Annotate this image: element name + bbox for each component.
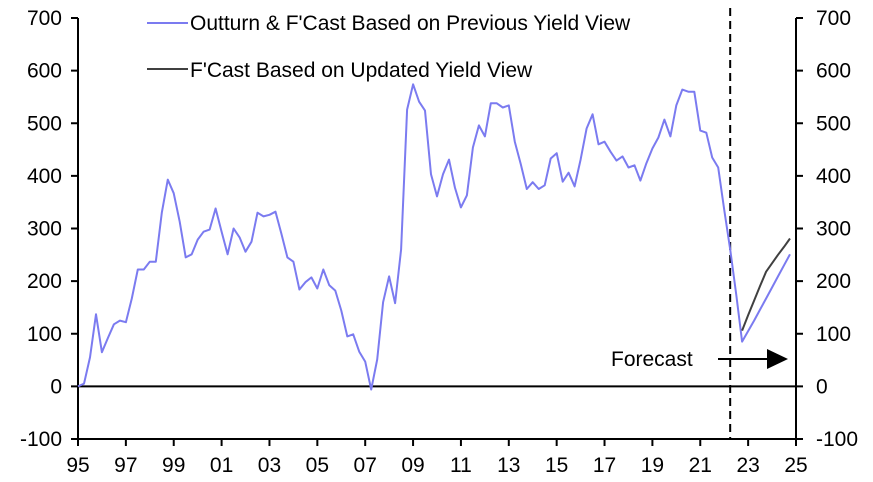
y-tick-label-left: -100 (20, 428, 62, 451)
x-tick-label: 11 (450, 454, 472, 477)
forecast-label: Forecast (611, 348, 693, 371)
y-tick-label-right: -100 (816, 428, 858, 451)
y-tick-label-right: 100 (816, 323, 851, 346)
series-line-0 (77, 83, 791, 391)
y-tick-label-right: 700 (816, 7, 851, 30)
legend-label-0: Outturn & F'Cast Based on Previous Yield… (190, 12, 631, 35)
x-tick-label: 09 (401, 454, 424, 477)
x-tick-label: 21 (689, 454, 712, 477)
x-tick-label: 07 (354, 454, 377, 477)
y-tick-label-right: 500 (816, 112, 851, 135)
x-tick-label: 03 (258, 454, 281, 477)
x-tick-label: 15 (545, 454, 568, 477)
legend-label-1: F'Cast Based on Updated Yield View (190, 59, 533, 82)
x-tick-label: 23 (736, 454, 759, 477)
y-tick-label-left: 500 (27, 112, 62, 135)
y-tick-label-left: 100 (27, 323, 62, 346)
y-tick-label-left: 400 (27, 165, 62, 188)
x-tick-label: 05 (306, 454, 329, 477)
y-tick-label-right: 400 (816, 165, 851, 188)
x-tick-label: 13 (497, 454, 520, 477)
y-tick-label-left: 200 (27, 270, 62, 293)
x-tick-label: 99 (162, 454, 185, 477)
y-tick-label-left: 700 (27, 7, 62, 30)
y-tick-label-right: 0 (816, 375, 828, 398)
y-tick-label-left: 600 (27, 60, 62, 83)
y-tick-label-right: 200 (816, 270, 851, 293)
axes: -100 -100 0 0 100 100 200 200 300 300 400 400 500 500… (20, 7, 858, 477)
x-tick-label: 95 (66, 454, 89, 477)
y-tick-label-right: 300 (816, 218, 851, 241)
y-tick-label-right: 600 (816, 60, 851, 83)
x-tick-label: 97 (114, 454, 137, 477)
series-group (77, 83, 791, 391)
x-tick-label: 25 (784, 454, 807, 477)
x-tick-label: 01 (210, 454, 233, 477)
forecast-annotation: Forecast (611, 348, 788, 371)
legend: Outturn & F'Cast Based on Previous Yield… (147, 12, 631, 82)
series-line-1 (741, 237, 791, 331)
y-tick-label-left: 0 (50, 375, 62, 398)
x-tick-label: 19 (641, 454, 664, 477)
forecast-arrow-head (767, 349, 788, 369)
x-tick-label: 17 (593, 454, 616, 477)
y-tick-label-left: 300 (27, 218, 62, 241)
